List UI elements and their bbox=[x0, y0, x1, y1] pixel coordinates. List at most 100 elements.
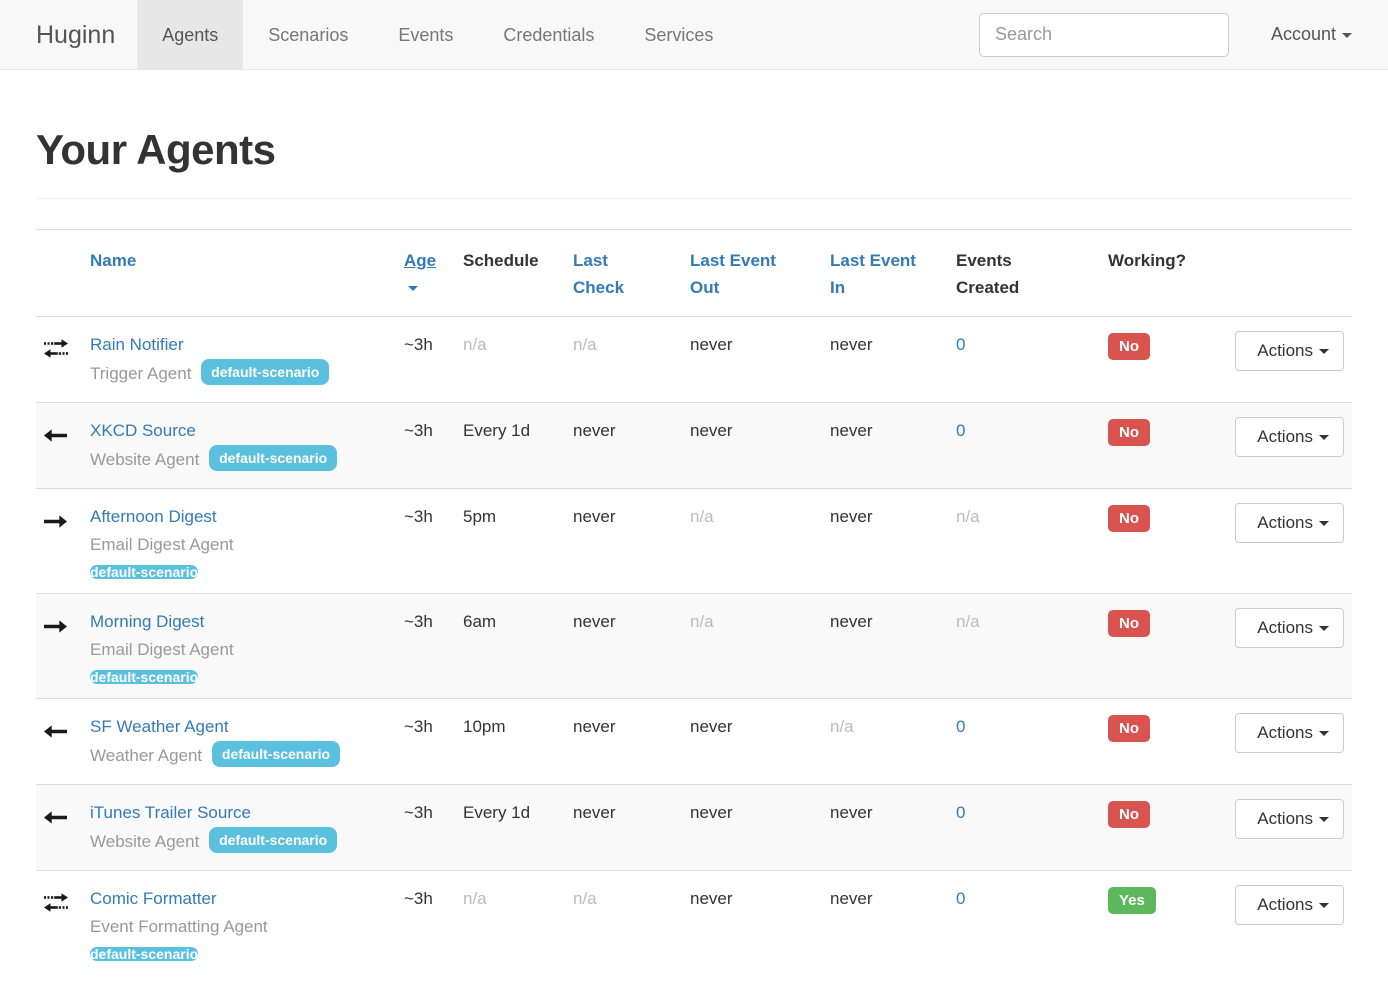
scenario-badge[interactable]: default-scenario bbox=[201, 359, 329, 385]
nav-item-services[interactable]: Services bbox=[619, 0, 738, 69]
direction-cell bbox=[36, 594, 82, 699]
header-age-link[interactable]: Age bbox=[404, 251, 436, 270]
header-last-event-out: Last Event Out bbox=[682, 230, 822, 317]
navbar-right: Account bbox=[979, 0, 1388, 69]
last-event-out-cell: never bbox=[682, 317, 822, 403]
working-cell: No bbox=[1100, 699, 1208, 785]
header-last-event-out-link[interactable]: Last Event Out bbox=[690, 247, 787, 301]
arrow-left-icon bbox=[44, 806, 67, 834]
header-last-event-in-link[interactable]: Last Event In bbox=[830, 247, 927, 301]
last-event-in-cell: never bbox=[822, 594, 948, 699]
age-cell: ~3h bbox=[396, 403, 455, 489]
nav-item-credentials[interactable]: Credentials bbox=[478, 0, 619, 69]
actions-cell: Actions bbox=[1208, 785, 1352, 871]
last-event-out-cell: never bbox=[682, 871, 822, 976]
arrow-right-icon bbox=[44, 615, 67, 643]
chevron-down-icon bbox=[1319, 817, 1329, 822]
header-last-check-link[interactable]: Last Check bbox=[573, 247, 631, 301]
agent-subline: Event Formatting Agent default-scenario bbox=[90, 913, 388, 961]
actions-button-label: Actions bbox=[1257, 618, 1313, 638]
sort-desc-icon bbox=[408, 286, 418, 291]
main-nav: Agents Scenarios Events Credentials Serv… bbox=[137, 0, 738, 69]
actions-button[interactable]: Actions bbox=[1235, 503, 1344, 543]
last-event-in-cell: never bbox=[822, 489, 948, 594]
events-created-link[interactable]: 0 bbox=[956, 717, 965, 736]
brand-logo[interactable]: Huginn bbox=[36, 0, 115, 69]
scenario-badge[interactable]: default-scenario bbox=[209, 445, 337, 471]
age-cell: ~3h bbox=[396, 699, 455, 785]
events-created-link[interactable]: 0 bbox=[956, 421, 965, 440]
last-event-in-cell: never bbox=[822, 317, 948, 403]
schedule-cell: Every 1d bbox=[455, 403, 565, 489]
last-event-in-cell: never bbox=[822, 403, 948, 489]
chevron-down-icon bbox=[1319, 903, 1329, 908]
last-event-out-cell: n/a bbox=[682, 489, 822, 594]
header-last-check: Last Check bbox=[565, 230, 682, 317]
events-created-link: n/a bbox=[956, 612, 980, 631]
agent-name-link[interactable]: Morning Digest bbox=[90, 612, 204, 631]
name-cell: SF Weather Agent Weather Agent default-s… bbox=[82, 699, 396, 785]
status-badge: Yes bbox=[1108, 887, 1156, 914]
age-cell: ~3h bbox=[396, 317, 455, 403]
chevron-down-icon bbox=[1319, 626, 1329, 631]
agent-subline: Email Digest Agent default-scenario bbox=[90, 531, 388, 579]
actions-button[interactable]: Actions bbox=[1235, 885, 1344, 925]
actions-button[interactable]: Actions bbox=[1235, 799, 1344, 839]
chevron-down-icon bbox=[1319, 435, 1329, 440]
agent-name-link[interactable]: XKCD Source bbox=[90, 421, 196, 440]
exchange-icon bbox=[44, 338, 68, 368]
search-input[interactable] bbox=[979, 13, 1229, 57]
name-cell: Morning Digest Email Digest Agent defaul… bbox=[82, 594, 396, 699]
last-check-cell: never bbox=[565, 403, 682, 489]
table-row: SF Weather Agent Weather Agent default-s… bbox=[36, 699, 1352, 785]
header-actions-spacer bbox=[1208, 230, 1352, 317]
nav-item-events[interactable]: Events bbox=[373, 0, 478, 69]
scenario-badge[interactable]: default-scenario bbox=[90, 670, 198, 684]
nav-item-scenarios[interactable]: Scenarios bbox=[243, 0, 373, 69]
name-cell: Rain Notifier Trigger Agent default-scen… bbox=[82, 317, 396, 403]
top-navbar: Huginn Agents Scenarios Events Credentia… bbox=[0, 0, 1388, 70]
scenario-badge[interactable]: default-scenario bbox=[209, 827, 337, 853]
header-name-link[interactable]: Name bbox=[90, 251, 136, 270]
actions-button[interactable]: Actions bbox=[1235, 713, 1344, 753]
actions-button[interactable]: Actions bbox=[1235, 608, 1344, 648]
agent-type-label: Email Digest Agent bbox=[90, 535, 234, 554]
actions-button[interactable]: Actions bbox=[1235, 417, 1344, 457]
working-cell: No bbox=[1100, 403, 1208, 489]
events-created-link[interactable]: 0 bbox=[956, 335, 965, 354]
direction-cell bbox=[36, 317, 82, 403]
agent-name-link[interactable]: SF Weather Agent bbox=[90, 717, 229, 736]
agent-type-label: Event Formatting Agent bbox=[90, 917, 268, 936]
status-badge: No bbox=[1108, 505, 1150, 532]
events-created-link[interactable]: 0 bbox=[956, 803, 965, 822]
agent-name-link[interactable]: iTunes Trailer Source bbox=[90, 803, 251, 822]
name-cell: Afternoon Digest Email Digest Agent defa… bbox=[82, 489, 396, 594]
events-created-link[interactable]: 0 bbox=[956, 889, 965, 908]
last-event-out-cell: never bbox=[682, 403, 822, 489]
actions-button-label: Actions bbox=[1257, 513, 1313, 533]
actions-cell: Actions bbox=[1208, 871, 1352, 976]
agent-type-label: Website Agent bbox=[90, 450, 199, 469]
nav-item-agents[interactable]: Agents bbox=[137, 0, 243, 69]
status-badge: No bbox=[1108, 801, 1150, 828]
actions-button[interactable]: Actions bbox=[1235, 331, 1344, 371]
agent-subline: Email Digest Agent default-scenario bbox=[90, 636, 388, 684]
last-event-in-cell: never bbox=[822, 785, 948, 871]
table-row: Rain Notifier Trigger Agent default-scen… bbox=[36, 317, 1352, 403]
actions-button-label: Actions bbox=[1257, 723, 1313, 743]
scenario-badge[interactable]: default-scenario bbox=[90, 565, 198, 579]
agent-type-label: Weather Agent bbox=[90, 746, 202, 765]
header-working: Working? bbox=[1100, 230, 1208, 317]
agent-name-link[interactable]: Rain Notifier bbox=[90, 335, 184, 354]
chevron-down-icon bbox=[1319, 349, 1329, 354]
header-last-event-in: Last Event In bbox=[822, 230, 948, 317]
last-check-cell: never bbox=[565, 785, 682, 871]
scenario-badge[interactable]: default-scenario bbox=[90, 947, 198, 961]
account-menu[interactable]: Account bbox=[1271, 24, 1352, 45]
working-cell: No bbox=[1100, 317, 1208, 403]
agent-name-link[interactable]: Comic Formatter bbox=[90, 889, 217, 908]
agent-name-link[interactable]: Afternoon Digest bbox=[90, 507, 217, 526]
chevron-down-icon bbox=[1319, 521, 1329, 526]
page-title: Your Agents bbox=[36, 126, 1352, 174]
scenario-badge[interactable]: default-scenario bbox=[212, 741, 340, 767]
